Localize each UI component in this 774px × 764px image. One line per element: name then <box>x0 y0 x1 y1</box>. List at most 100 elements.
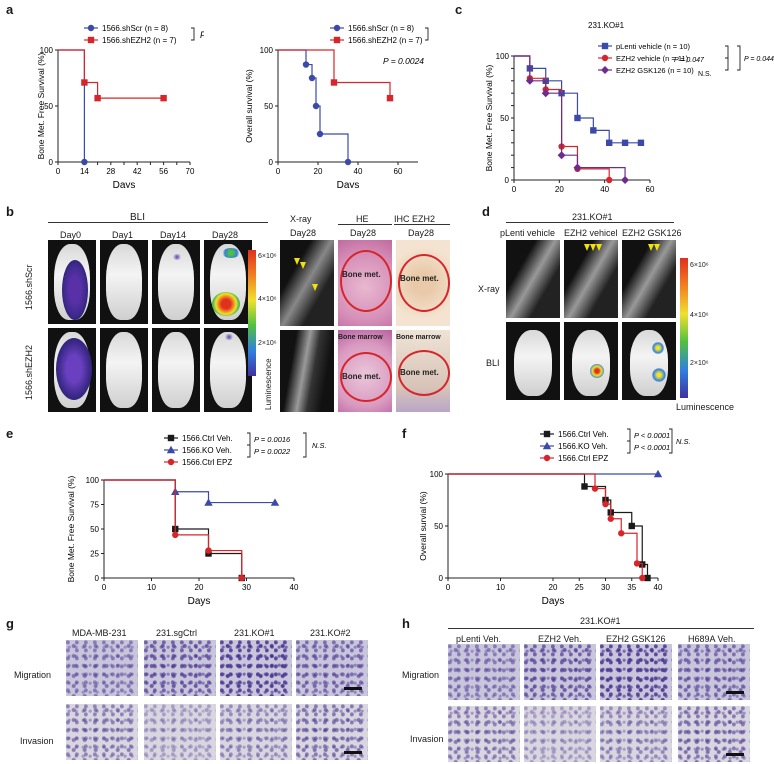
y-tick-label: 0 <box>439 574 444 583</box>
d-colorbar-tick-2: 2×10⁶ <box>690 360 709 367</box>
scale-bar <box>344 751 362 754</box>
g-col-1: 231.sgCtrl <box>156 628 198 638</box>
legend-label-1: EZH2 vehicle (n = 11) <box>616 54 689 63</box>
p-bracket-1 <box>725 45 729 59</box>
he-header: HE <box>356 214 369 224</box>
data-point-0 <box>312 102 320 110</box>
legend-marker-0 <box>167 434 175 442</box>
y-tick-label: 25 <box>90 550 99 559</box>
bli-image-r0-c2 <box>152 240 200 324</box>
h-image-r0-c0 <box>448 644 520 700</box>
data-point-2 <box>639 574 646 582</box>
y-tick-label: 75 <box>90 501 99 510</box>
ihc-header-rule <box>394 224 450 225</box>
d-bli-2 <box>622 322 676 400</box>
p-bracket <box>191 27 195 41</box>
ihc-image-top: Bone met. <box>396 240 450 326</box>
y-tick-label: 100 <box>40 46 54 55</box>
y-axis-label: Overall survial (%) <box>418 491 428 561</box>
legend-marker-1 <box>601 54 609 62</box>
data-point-0 <box>81 158 88 166</box>
bli-image-r1-c0 <box>48 328 96 412</box>
g-image-r1-c3 <box>296 704 368 760</box>
x-tick-label: 40 <box>654 583 663 592</box>
bli-image-r0-c3 <box>204 240 252 324</box>
bli-colorbar-label: Luminescence <box>264 358 273 410</box>
legend-label-1: 1566.KO Veh. <box>558 442 608 451</box>
ihc-day: Day28 <box>408 228 435 238</box>
h-col-0: pLenti Veh. <box>456 634 502 644</box>
legend-marker-2 <box>167 458 175 466</box>
y-tick-label: 100 <box>260 46 274 55</box>
data-point-0 <box>344 158 352 166</box>
x-tick-label: 56 <box>159 167 168 176</box>
d-col-2: EZH2 GSK126 <box>622 228 682 238</box>
g-image-r1-c1 <box>144 704 216 760</box>
p-value-2: P = 0.0022 <box>254 447 291 456</box>
d-colorbar-tick-1: 4×10⁶ <box>690 312 709 319</box>
h-title: 231.KO#1 <box>580 616 621 626</box>
y-axis-label: Bone Met. Free Survival (%) <box>66 475 76 582</box>
h-col-3: H689A Veh. <box>688 634 736 644</box>
x-axis-label: Days <box>113 180 136 188</box>
bli-colorbar <box>248 250 256 376</box>
ns-label: N.S. <box>312 441 327 450</box>
ihc-bone-met-top: Bone met. <box>400 274 439 283</box>
data-point-1 <box>94 94 101 102</box>
p-value-1: P < 0.0001 <box>634 431 670 440</box>
x-tick-label: 70 <box>186 167 195 176</box>
h-title-rule <box>448 628 754 629</box>
legend-label-0: 1566.Ctrl Veh. <box>182 434 233 443</box>
legend-label-0: pLenti vehicle (n = 10) <box>616 42 691 51</box>
he-day: Day28 <box>350 228 377 238</box>
d-col-1: EZH2 vehicel <box>564 228 618 238</box>
y-tick-label: 50 <box>44 102 53 111</box>
legend-marker-0 <box>87 24 95 32</box>
x-tick-label: 0 <box>512 185 517 194</box>
data-point-0 <box>574 114 581 122</box>
chart-c-title: 231.KO#1 <box>588 21 625 30</box>
data-point-1 <box>81 79 88 86</box>
g-image-r0-c0 <box>66 640 138 696</box>
g-row-migration: Migration <box>14 670 52 680</box>
he-bone-met-bottom: Bone met. <box>342 372 381 381</box>
x-tick-label: 20 <box>555 185 564 194</box>
legend-label-0: 1566.Ctrl Veh. <box>558 430 609 439</box>
panel-label-d: d <box>482 204 490 219</box>
series-line-1 <box>58 49 164 99</box>
y-tick-label: 0 <box>269 158 274 167</box>
h-image-r1-c0 <box>448 706 520 762</box>
g-image-r0-c3 <box>296 640 368 696</box>
he-bone-met-top: Bone met. <box>342 270 381 279</box>
chart-a-left: 0 14 28 42 56 70 0 50 100 Days Bone Met. Free Surv… <box>36 24 204 188</box>
he-header-rule <box>338 224 392 225</box>
bli-header: BLI <box>130 212 146 223</box>
bioluminescence-signal <box>56 338 92 400</box>
legend-marker-0 <box>543 430 551 438</box>
h-image-r1-c3 <box>678 706 750 762</box>
h-image-r1-c1 <box>524 706 596 762</box>
data-point-2 <box>607 515 614 522</box>
x-tick-label: 40 <box>290 583 299 592</box>
bli-image-r1-c2 <box>152 328 200 412</box>
data-point-0 <box>581 483 588 490</box>
y-tick-label: 0 <box>49 158 54 167</box>
series-line-0 <box>448 473 649 578</box>
bioluminescence-signal <box>172 254 182 260</box>
ns-label: N.S. <box>698 71 712 78</box>
chart-e: 0 10 20 30 40 0 25 50 75 100 Days Bone Met. Free Su… <box>66 432 327 607</box>
xray-header: X-ray <box>290 214 312 224</box>
p-bracket <box>425 27 429 41</box>
data-point-1 <box>606 176 613 184</box>
mouse-body <box>106 332 142 408</box>
y-tick-label: 0 <box>505 176 510 185</box>
p-bracket-1 <box>627 428 631 442</box>
y-tick-label: 50 <box>434 522 443 531</box>
bioluminescence-signal <box>212 292 240 316</box>
p-bracket-1 <box>247 432 251 446</box>
panel-label-e: e <box>6 426 14 441</box>
panel-label-f: f <box>402 426 407 441</box>
x-tick-label: 0 <box>276 167 281 176</box>
ihc-bone-met-bottom: Bone met. <box>400 368 439 377</box>
series-line-0 <box>278 49 349 162</box>
